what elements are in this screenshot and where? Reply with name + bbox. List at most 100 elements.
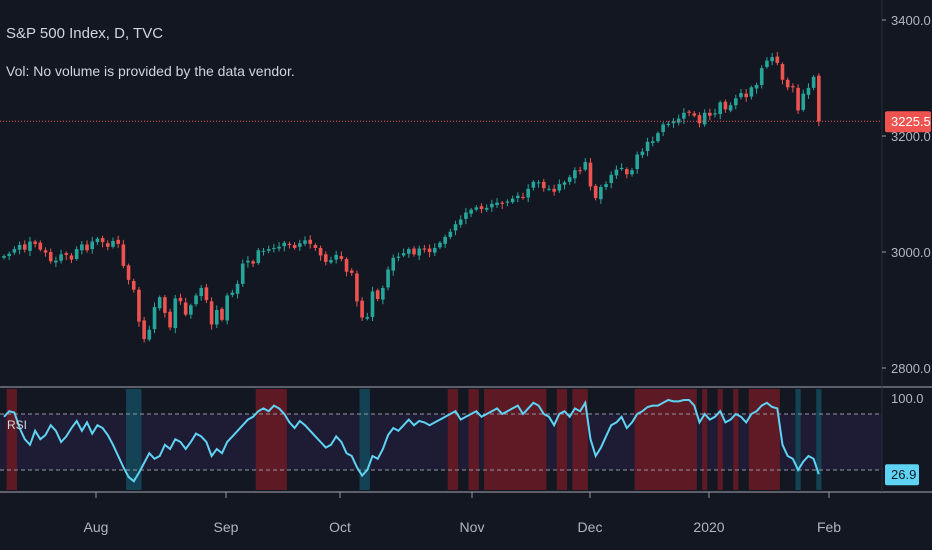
candle-body — [334, 254, 338, 260]
candle — [676, 114, 681, 126]
candle — [251, 259, 255, 268]
candle — [516, 192, 520, 203]
candle-body — [121, 244, 126, 266]
candle — [370, 286, 375, 322]
axes: 2800.0 3000.0 3200.0 3400.0 3225.5 100.0 26.9 A… — [84, 13, 931, 535]
candle — [490, 199, 494, 212]
candle-body — [526, 188, 530, 198]
candle — [126, 263, 131, 285]
candle-body — [272, 247, 276, 249]
candle-body — [422, 248, 427, 250]
candle-body — [516, 195, 520, 199]
candle — [697, 112, 702, 128]
candle — [749, 85, 754, 100]
candle — [344, 257, 349, 277]
candle-body — [375, 290, 380, 299]
candle — [640, 148, 645, 159]
candle-body — [578, 170, 582, 172]
candle — [744, 89, 748, 102]
candle-body — [214, 310, 219, 325]
rsi-overbought-zone — [702, 389, 708, 490]
candle — [240, 259, 245, 287]
rsi-overbought-zone — [484, 389, 547, 490]
candle — [521, 192, 525, 200]
candle — [775, 51, 780, 66]
candle-body — [458, 219, 463, 225]
candle — [578, 166, 582, 175]
candle — [484, 204, 489, 212]
candle-body — [292, 245, 297, 248]
candle — [272, 243, 276, 253]
candle-body — [541, 181, 546, 189]
candle-body — [713, 113, 717, 115]
time-tick-label: Oct — [329, 519, 351, 535]
candle — [163, 294, 167, 318]
candle-body — [277, 246, 281, 249]
candle — [713, 108, 717, 118]
candle-body — [432, 247, 437, 253]
candle — [298, 239, 302, 251]
candle — [116, 235, 120, 248]
candle — [360, 297, 364, 322]
candle — [22, 240, 27, 253]
candle — [619, 163, 624, 171]
rsi-overbought-zone — [468, 389, 479, 490]
candle-body — [360, 300, 364, 318]
candle-body — [702, 112, 707, 125]
candle-body — [303, 240, 307, 244]
candle-body — [599, 187, 603, 200]
candle — [152, 302, 157, 334]
candle — [557, 179, 562, 193]
candle-body — [728, 105, 733, 111]
candle-body — [183, 302, 188, 315]
candle-body — [287, 243, 292, 246]
candle-body — [386, 269, 390, 288]
candle — [464, 207, 468, 225]
candle — [28, 236, 32, 257]
candle — [214, 305, 219, 328]
candle — [323, 251, 328, 266]
candle — [432, 243, 437, 257]
candle — [183, 297, 188, 317]
candle — [635, 151, 639, 174]
candle — [583, 158, 588, 172]
candle-body — [391, 257, 396, 271]
rsi-overbought-zone — [717, 389, 723, 490]
candle — [770, 53, 774, 66]
candle — [142, 316, 146, 343]
candle — [246, 256, 250, 268]
candle — [100, 235, 105, 248]
candle — [69, 253, 74, 264]
candle-body — [308, 239, 313, 244]
candle-body — [344, 258, 349, 272]
candle-body — [126, 265, 131, 280]
candle — [801, 89, 806, 112]
candle-body — [557, 184, 562, 191]
candle — [339, 251, 344, 262]
candle — [199, 285, 204, 301]
candle — [599, 184, 603, 204]
candle-body — [163, 297, 167, 313]
candle-body — [495, 202, 499, 206]
candle — [536, 180, 541, 188]
candle-body — [723, 101, 728, 110]
candle — [111, 237, 115, 249]
candle — [386, 266, 390, 291]
price-tick-label: 3000.0 — [891, 245, 931, 260]
candle — [443, 234, 447, 248]
candle — [412, 246, 416, 257]
candle-body — [95, 238, 100, 243]
candle-body — [401, 253, 406, 256]
time-tick-label: Sep — [214, 519, 239, 535]
candle-body — [640, 151, 645, 156]
candle-body — [484, 207, 489, 210]
candle-body — [396, 256, 401, 258]
candle-body — [199, 287, 204, 297]
candle-body — [583, 162, 588, 170]
candle-body — [547, 188, 551, 190]
candle — [292, 242, 297, 250]
candle — [282, 240, 287, 252]
candle — [401, 248, 406, 258]
rsi-oversold-zone — [359, 389, 370, 490]
